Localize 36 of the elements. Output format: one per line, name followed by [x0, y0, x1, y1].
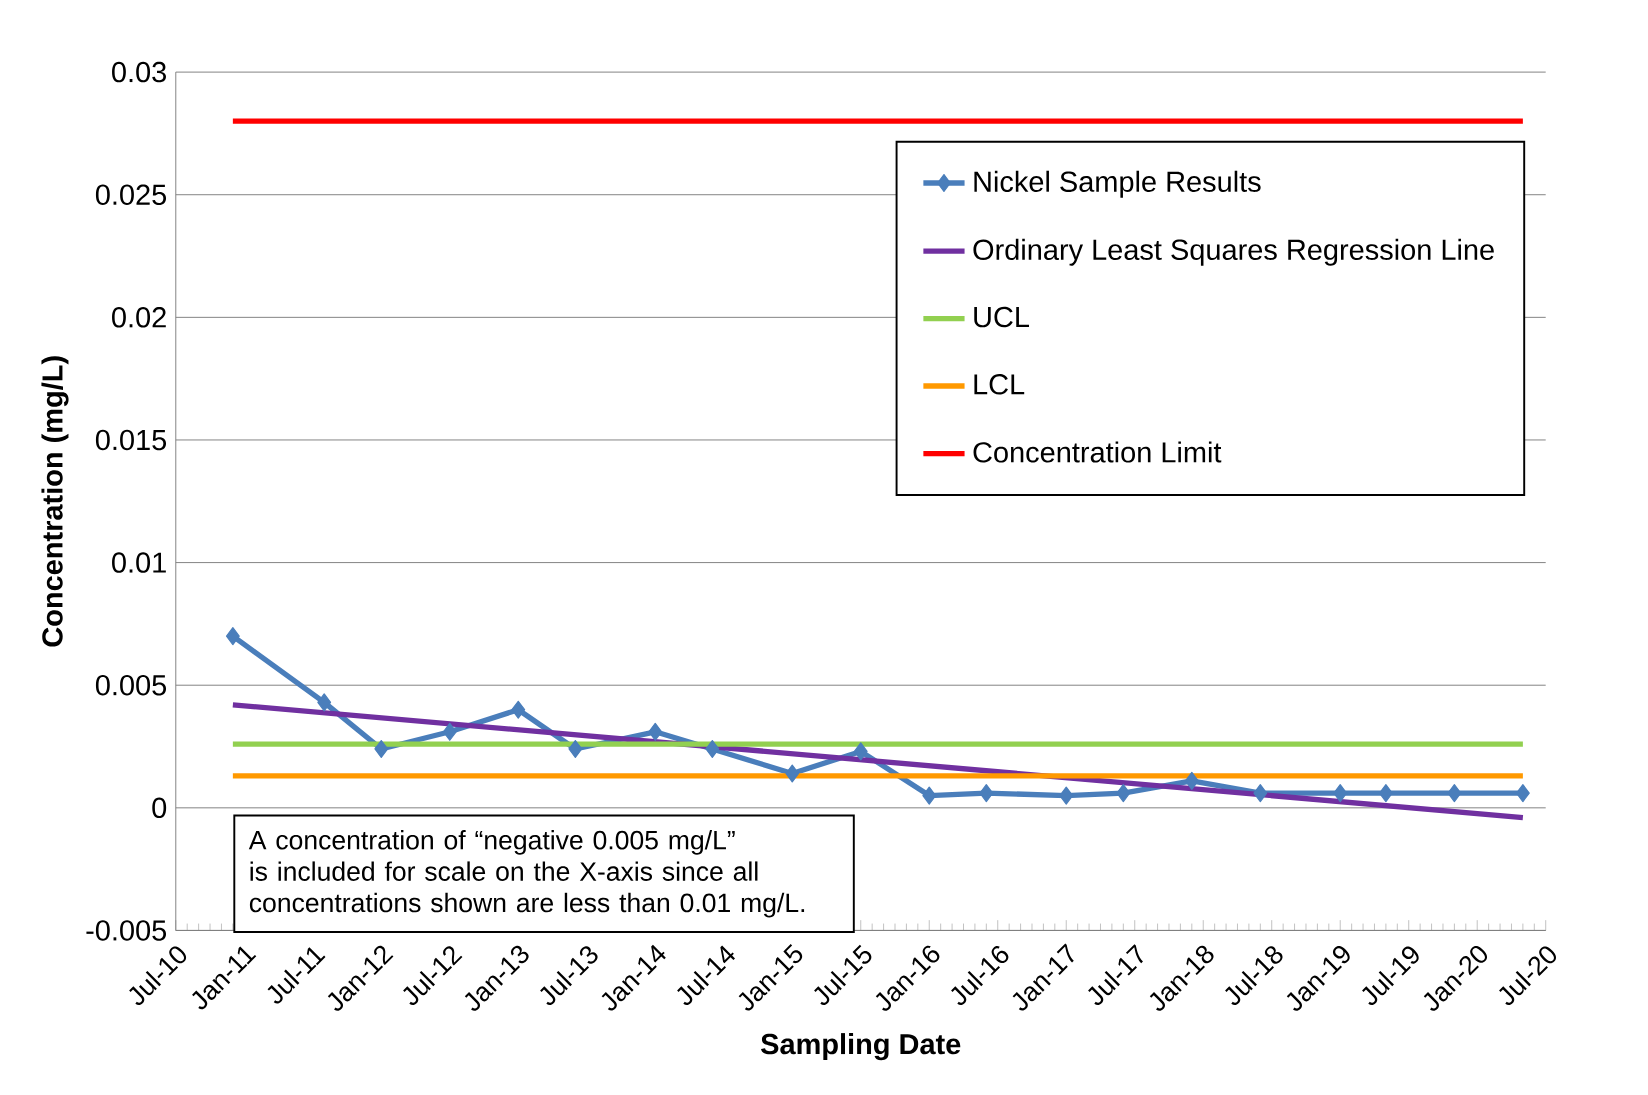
annotation: A concentration of “negative 0.005 mg/L” is included for scale on the X-axis since all concentrations shown are less than 0.01 mg/L.	[248, 829, 805, 918]
point	[1378, 783, 1393, 803]
point	[853, 742, 868, 761]
x-axis-title: Sampling Date	[761, 1032, 961, 1061]
point	[1447, 783, 1462, 803]
point	[1184, 771, 1199, 790]
point	[1059, 786, 1074, 805]
y-tick-label: 0.01	[112, 552, 166, 573]
point	[785, 764, 800, 783]
y-tick-label: -0.005	[86, 920, 167, 941]
point	[374, 739, 389, 758]
legend-label: Ordinary Least Squares Regression Line	[973, 238, 1494, 266]
point	[1116, 783, 1131, 803]
legend-label: Concentration Limit	[973, 441, 1222, 463]
point	[511, 700, 526, 719]
y-axis-title: Concentration (mg/L)	[41, 356, 69, 647]
point	[1515, 783, 1530, 803]
y-tick-label: 0.03	[112, 61, 166, 83]
legend-label: Nickel Sample Results	[974, 170, 1261, 198]
point	[568, 739, 583, 758]
y-tick-label: 0.005	[95, 674, 167, 696]
point	[979, 783, 994, 803]
point	[1253, 783, 1268, 803]
y-tick-label: 0.015	[95, 429, 167, 451]
y-tick-label: 0	[152, 797, 167, 818]
legend-label: LCL	[974, 373, 1025, 395]
point	[705, 739, 720, 758]
point	[922, 786, 937, 805]
y-tick-label: 0.025	[95, 184, 167, 205]
point	[1333, 783, 1348, 803]
point	[648, 722, 663, 741]
legend-label: UCL	[974, 306, 1030, 328]
point	[317, 693, 332, 712]
y-tick-label: 0.02	[112, 306, 166, 328]
point	[225, 626, 240, 646]
point	[442, 722, 457, 741]
